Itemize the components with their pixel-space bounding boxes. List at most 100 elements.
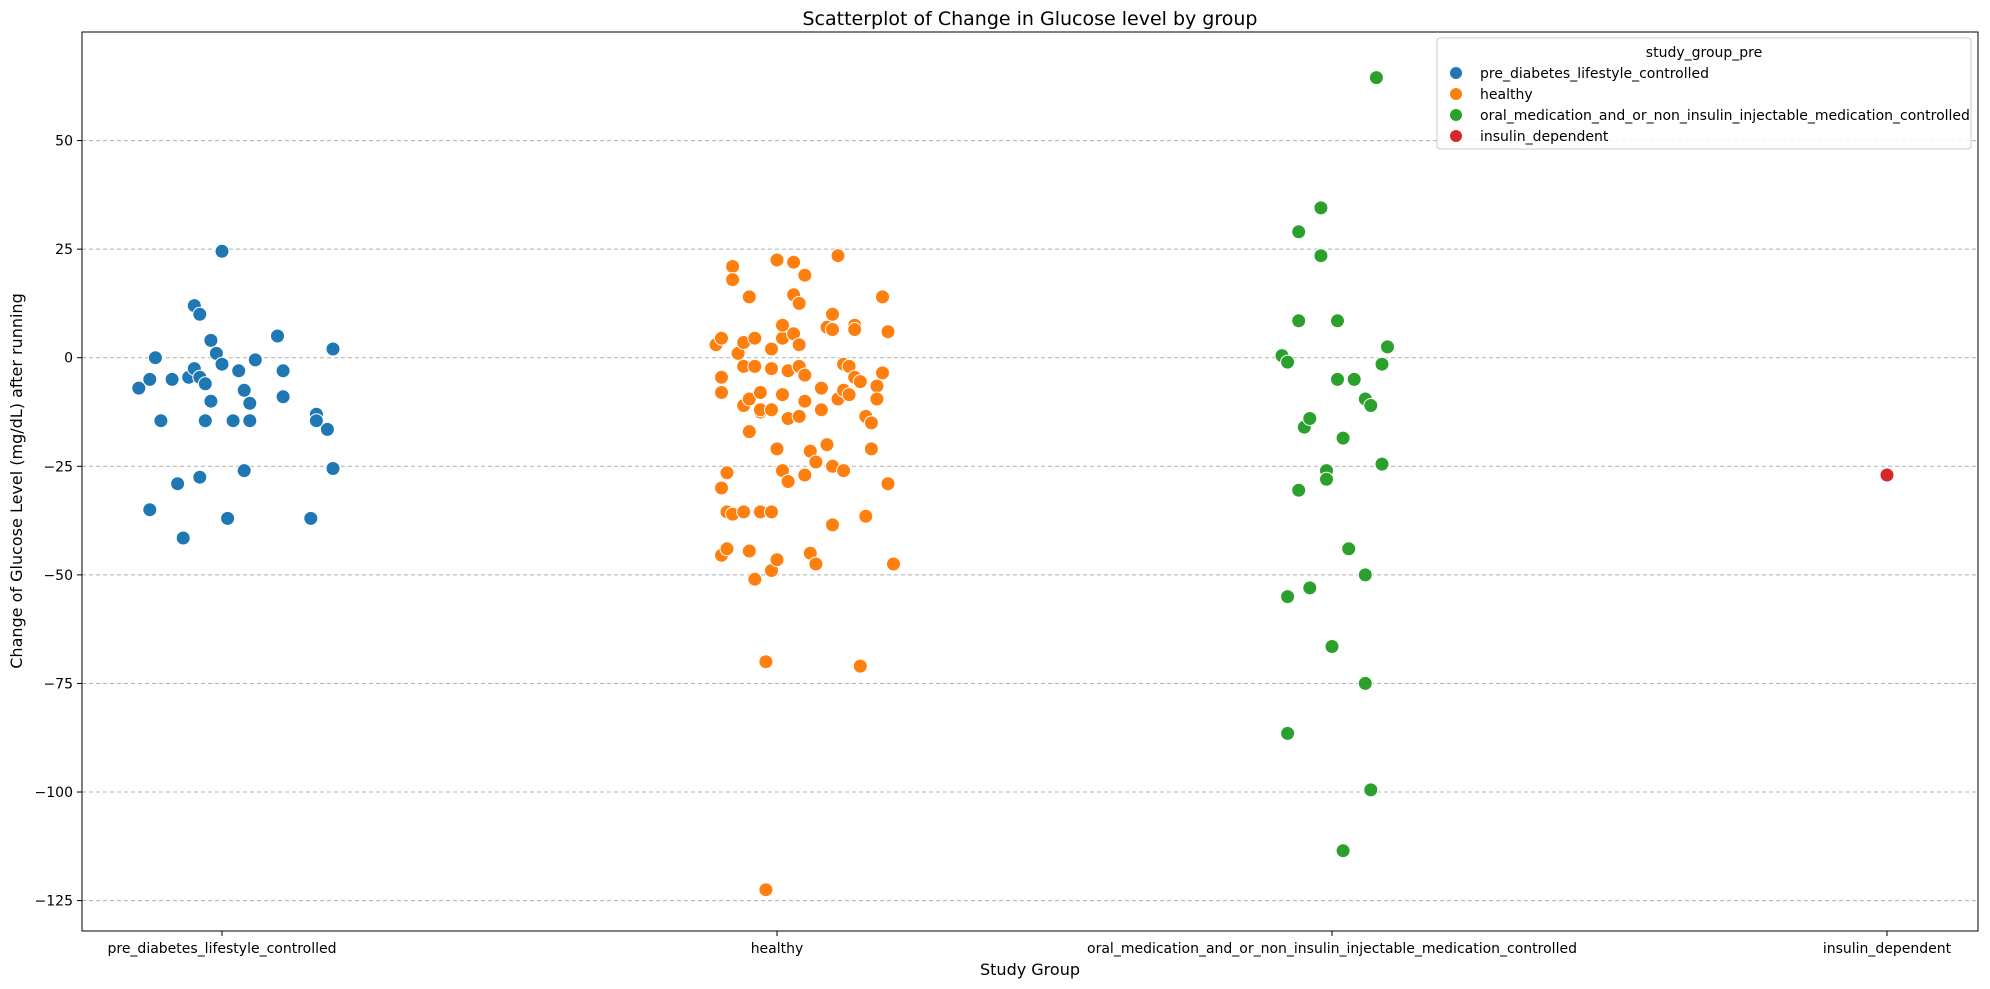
data-point <box>231 363 247 379</box>
data-point <box>214 243 230 259</box>
data-point <box>170 476 186 492</box>
data-point <box>308 413 324 429</box>
data-point <box>175 530 191 546</box>
legend-label: healthy <box>1480 87 1533 103</box>
y-tick-label: −50 <box>43 568 73 584</box>
data-point <box>1335 430 1351 446</box>
data-point <box>775 387 790 403</box>
data-point <box>142 502 158 518</box>
data-point <box>1280 354 1296 370</box>
y-tick-label: −125 <box>35 894 73 910</box>
data-point <box>764 402 779 418</box>
data-point <box>275 389 291 405</box>
data-point <box>869 378 885 394</box>
data-point <box>725 272 741 288</box>
y-tick-label: −75 <box>43 676 73 692</box>
data-point <box>1324 639 1340 654</box>
data-point <box>236 382 252 398</box>
legend-marker <box>1450 88 1462 100</box>
data-point <box>786 254 802 270</box>
data-point <box>797 267 813 283</box>
data-point <box>714 385 729 400</box>
data-point <box>813 402 829 418</box>
data-point <box>852 374 868 390</box>
data-point <box>225 413 241 429</box>
data-point <box>131 380 147 396</box>
data-point <box>236 463 252 479</box>
data-point <box>808 556 824 572</box>
data-point <box>741 391 757 407</box>
data-point <box>1368 70 1384 86</box>
data-point <box>769 441 785 457</box>
data-point <box>769 552 785 568</box>
data-point <box>747 571 763 587</box>
data-point <box>825 322 840 337</box>
data-point <box>1335 843 1351 859</box>
data-point <box>747 358 763 374</box>
data-point <box>142 371 158 387</box>
data-point <box>852 658 868 674</box>
data-point <box>775 317 790 333</box>
data-point <box>880 324 896 340</box>
data-point <box>319 421 335 437</box>
grid-lines <box>82 140 1978 902</box>
plot-frame <box>81 31 1979 932</box>
data-point <box>714 369 729 385</box>
y-tick-label: 50 <box>55 134 73 150</box>
legend-marker <box>1450 67 1462 79</box>
data-points <box>131 70 1895 898</box>
data-point <box>153 413 169 429</box>
data-point <box>841 387 857 403</box>
chart-title: Scatterplot of Change in Glucose level b… <box>803 8 1258 30</box>
legend-marker <box>1450 109 1462 121</box>
data-point <box>741 289 757 305</box>
data-point <box>1291 224 1307 240</box>
data-point <box>325 461 341 476</box>
data-point <box>836 463 852 479</box>
data-point <box>791 337 807 353</box>
data-point <box>752 385 768 400</box>
y-tick-label: −100 <box>35 785 73 801</box>
y-tick-label: 25 <box>55 242 73 258</box>
y-axis-title: Change of Glucose Level (mg/dL) after ru… <box>7 293 26 668</box>
y-tick-label: −25 <box>43 459 73 475</box>
data-point <box>791 295 807 311</box>
legend-box <box>1436 37 1972 150</box>
data-point <box>192 306 208 322</box>
x-tick-label: insulin_dependent <box>1823 941 1952 957</box>
data-point <box>1291 313 1307 329</box>
data-point <box>741 543 757 559</box>
data-point <box>863 441 879 457</box>
data-point <box>1380 339 1395 355</box>
data-point <box>1291 482 1307 498</box>
data-point <box>725 259 741 274</box>
y-axis-ticks: 50 25 0 −25 −50 −75 −100 −125 <box>35 134 82 910</box>
data-point <box>1319 471 1334 487</box>
data-point <box>1330 313 1345 329</box>
data-point <box>1346 371 1362 387</box>
data-point <box>1302 411 1318 426</box>
data-point <box>797 393 813 409</box>
x-tick-label: oral_medication_and_or_non_insulin_injec… <box>1087 941 1577 957</box>
data-point <box>886 556 901 572</box>
x-axis-ticks: pre_diabetes_lifestyle_controlled healthy… <box>107 931 1952 957</box>
data-point <box>825 306 840 322</box>
data-point <box>242 413 258 429</box>
data-point <box>747 330 763 346</box>
legend-title: study_group_pre <box>1646 45 1762 61</box>
legend-label: pre_diabetes_lifestyle_controlled <box>1480 66 1709 82</box>
data-point <box>813 380 829 396</box>
data-point <box>164 371 180 387</box>
legend-entries: pre_diabetes_lifestyle_controlledhealthy… <box>1450 66 1970 145</box>
data-point <box>275 363 291 379</box>
data-point <box>764 361 779 377</box>
data-point <box>869 391 885 407</box>
data-point <box>825 517 840 533</box>
data-point <box>1363 398 1379 413</box>
data-point <box>875 289 890 305</box>
data-point <box>203 393 219 409</box>
data-point <box>1357 567 1373 583</box>
data-point <box>1302 580 1318 596</box>
